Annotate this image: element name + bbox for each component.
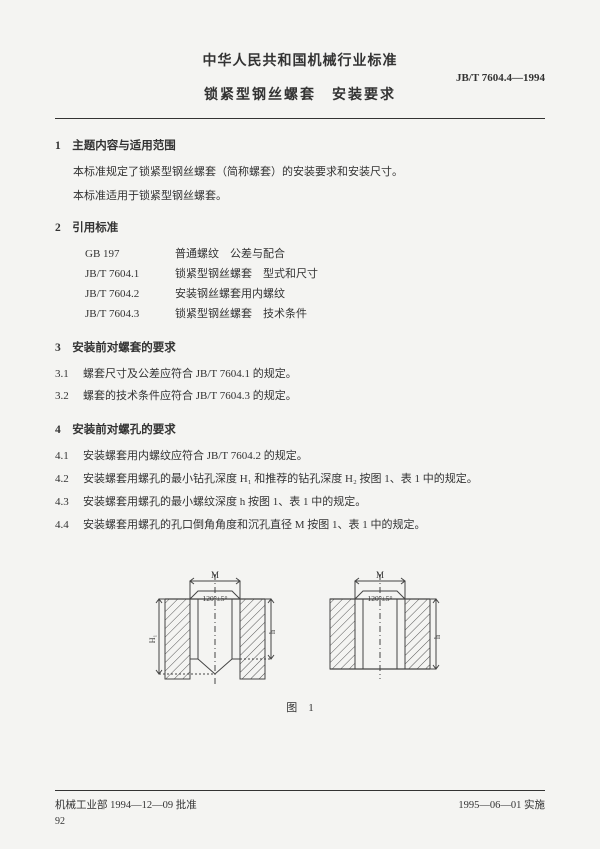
ref-item: JB/T 7604.3锁紧型钢丝螺套 技术条件 (85, 305, 545, 325)
ref-item: JB/T 7604.2安装钢丝螺套用内螺纹 (85, 285, 545, 305)
doc-code: JB/T 7604.4—1994 (456, 72, 545, 84)
page-footer: 机械工业部 1994—12—09 批准 1995—06—01 实施 92 (55, 780, 545, 827)
section-1-p2: 本标准适用于锁紧型钢丝螺套。 (73, 187, 545, 206)
clause-text: 安装螺套用内螺纹应符合 JB/T 7604.2 的规定。 (83, 450, 308, 462)
clause-text: 螺套尺寸及公差应符合 JB/T 7604.1 的规定。 (83, 368, 297, 380)
ref-title: 普通螺纹 公差与配合 (175, 248, 285, 260)
figure-1: M 120°±5° H₁ h (55, 559, 545, 689)
clause-num: 4.1 (55, 447, 83, 467)
label-angle: 120°±5° (202, 594, 227, 603)
approval-text: 机械工业部 1994—12—09 批准 (55, 797, 197, 812)
ref-code: GB 197 (85, 245, 175, 265)
section-1-p1: 本标准规定了锁紧型钢丝螺套（简称螺套）的安装要求和安装尺寸。 (73, 163, 545, 182)
clause-text: 安装螺套用螺孔的孔口倒角角度和沉孔直径 M 按图 1、表 1 中的规定。 (83, 519, 426, 531)
clause: 4.4安装螺套用螺孔的孔口倒角角度和沉孔直径 M 按图 1、表 1 中的规定。 (55, 516, 545, 536)
clause-text: 螺套的技术条件应符合 JB/T 7604.3 的规定。 (83, 390, 297, 402)
divider-top (55, 118, 545, 119)
section-2-head: 2 引用标准 (55, 219, 545, 235)
org-title: 中华人民共和国机械行业标准 (55, 50, 545, 70)
clause-num: 4.2 (55, 470, 83, 490)
reference-list: GB 197普通螺纹 公差与配合 JB/T 7604.1锁紧型钢丝螺套 型式和尺… (85, 245, 545, 324)
ref-title: 安装钢丝螺套用内螺纹 (175, 288, 285, 300)
main-title: 锁紧型钢丝螺套 安装要求 (55, 84, 545, 104)
figure-caption: 图 1 (55, 699, 545, 715)
label-h: h (268, 630, 277, 634)
clause: 4.3安装螺套用螺孔的最小螺纹深度 h 按图 1、表 1 中的规定。 (55, 493, 545, 513)
clause: 4.2安装螺套用螺孔的最小钻孔深度 H₁ 和推荐的钻孔深度 H₂ 按图 1、表 … (55, 470, 545, 490)
ref-code: JB/T 7604.2 (85, 285, 175, 305)
clause: 3.2螺套的技术条件应符合 JB/T 7604.3 的规定。 (55, 387, 545, 407)
clause-num: 4.3 (55, 493, 83, 513)
label-angle: 120°±5° (367, 594, 392, 603)
ref-title: 锁紧型钢丝螺套 型式和尺寸 (175, 268, 318, 280)
divider-bottom (55, 790, 545, 791)
section-1-head: 1 主题内容与适用范围 (55, 137, 545, 153)
clause-num: 3.1 (55, 365, 83, 385)
ref-code: JB/T 7604.3 (85, 305, 175, 325)
ref-item: JB/T 7604.1锁紧型钢丝螺套 型式和尺寸 (85, 265, 545, 285)
document-header: 中华人民共和国机械行业标准 JB/T 7604.4—1994 锁紧型钢丝螺套 安… (55, 50, 545, 104)
clause-text: 安装螺套用螺孔的最小钻孔深度 H₁ 和推荐的钻孔深度 H₂ 按图 1、表 1 中… (83, 473, 478, 485)
ref-title: 锁紧型钢丝螺套 技术条件 (175, 308, 307, 320)
clause: 3.1螺套尺寸及公差应符合 JB/T 7604.1 的规定。 (55, 365, 545, 385)
clause: 4.1安装螺套用内螺纹应符合 JB/T 7604.2 的规定。 (55, 447, 545, 467)
section-4-head: 4 安装前对螺孔的要求 (55, 421, 545, 437)
label-M: M (211, 570, 219, 580)
ref-code: JB/T 7604.1 (85, 265, 175, 285)
section-3-head: 3 安装前对螺套的要求 (55, 339, 545, 355)
clause-num: 4.4 (55, 516, 83, 536)
ref-item: GB 197普通螺纹 公差与配合 (85, 245, 545, 265)
effective-text: 1995—06—01 实施 (458, 797, 545, 812)
clause-text: 安装螺套用螺孔的最小螺纹深度 h 按图 1、表 1 中的规定。 (83, 496, 366, 508)
clause-num: 3.2 (55, 387, 83, 407)
page-number: 92 (55, 816, 545, 827)
label-h: h (433, 635, 442, 639)
label-H: H₁ (148, 635, 157, 644)
label-M: M (376, 570, 384, 580)
